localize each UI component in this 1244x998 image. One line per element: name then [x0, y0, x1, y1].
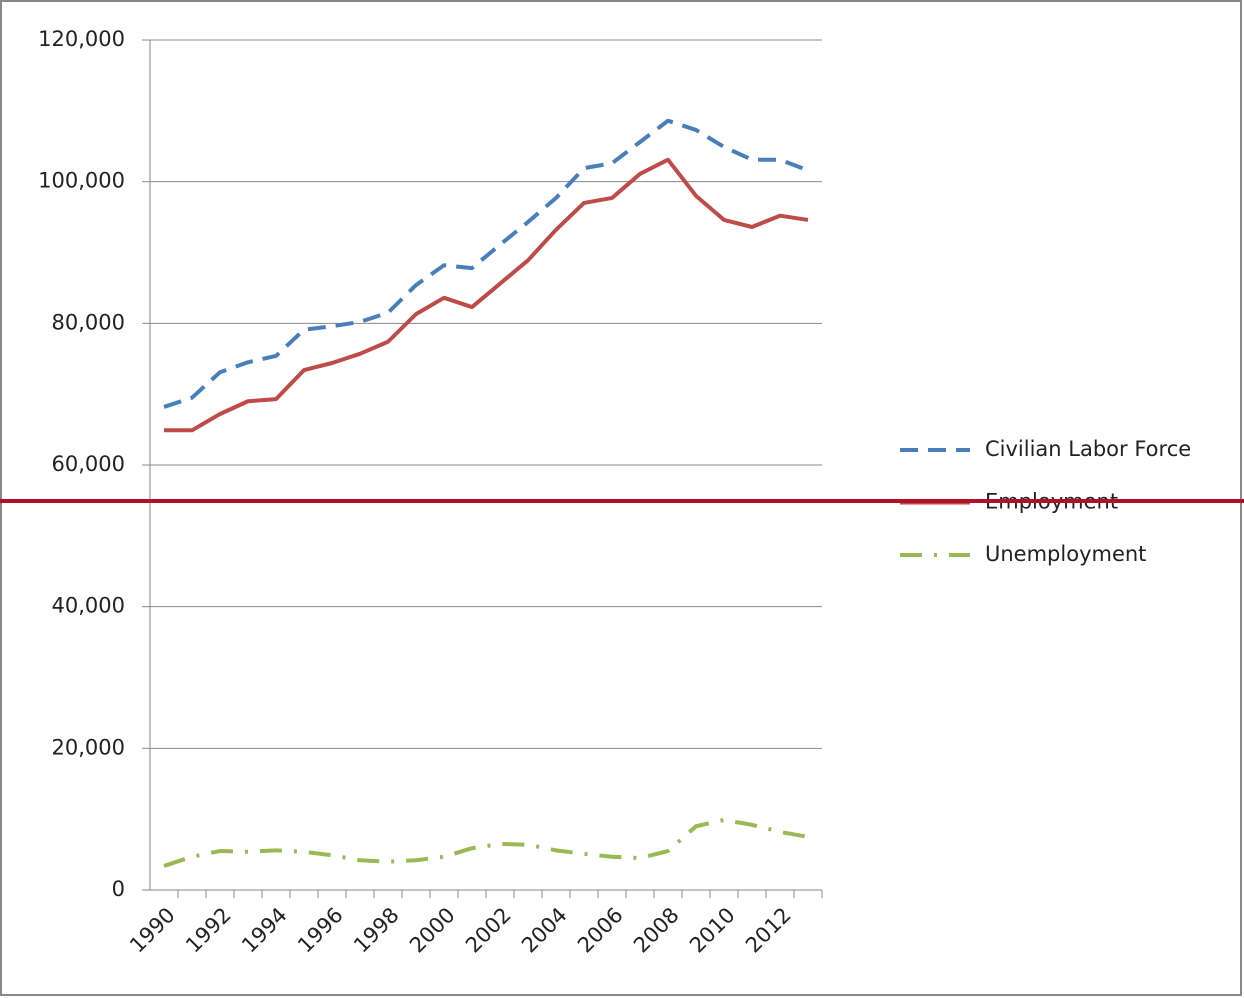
legend-label: Unemployment	[985, 542, 1146, 566]
series-line	[163, 817, 809, 868]
series-line	[164, 157, 809, 433]
legend-label: Civilian Labor Force	[985, 437, 1191, 461]
y-tick-label: 0	[112, 877, 125, 901]
y-tick-label: 120,000	[38, 27, 125, 51]
y-tick-label: 60,000	[52, 452, 125, 476]
y-tick-label: 40,000	[52, 594, 125, 618]
y-tick-label: 100,000	[38, 169, 125, 193]
y-tick-label: 80,000	[52, 310, 125, 334]
y-tick-label: 20,000	[52, 735, 125, 759]
series-line	[163, 118, 809, 409]
